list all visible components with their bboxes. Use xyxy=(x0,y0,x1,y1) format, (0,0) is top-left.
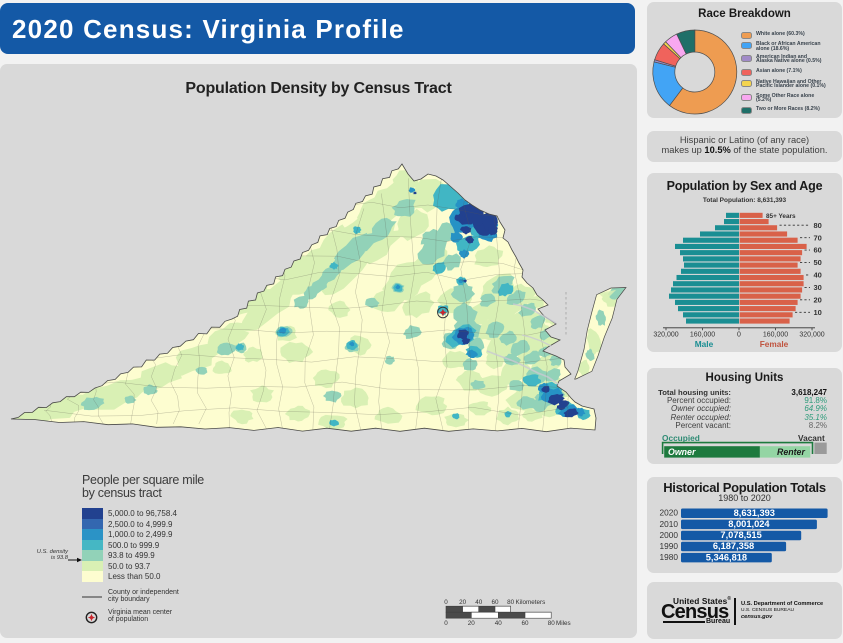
svg-text:1990: 1990 xyxy=(660,541,679,551)
svg-text:Male: Male xyxy=(695,339,714,349)
svg-text:2020: 2020 xyxy=(660,508,679,518)
svg-text:Kilometers: Kilometers xyxy=(516,599,546,606)
svg-text:85+ Years: 85+ Years xyxy=(766,213,796,220)
svg-text:50: 50 xyxy=(814,258,822,267)
svg-text:0: 0 xyxy=(444,620,448,627)
svg-text:5,346,818: 5,346,818 xyxy=(706,552,747,562)
svg-text:80: 80 xyxy=(814,221,822,230)
svg-text:Female: Female xyxy=(760,339,789,349)
svg-text:80: 80 xyxy=(507,599,515,606)
svg-text:2000: 2000 xyxy=(660,530,679,540)
svg-text:2010: 2010 xyxy=(660,519,679,529)
svg-text:160,000: 160,000 xyxy=(763,332,788,339)
svg-text:0: 0 xyxy=(737,332,741,339)
svg-text:8,631,393: 8,631,393 xyxy=(734,508,775,518)
svg-text:40: 40 xyxy=(495,620,503,627)
svg-text:Renter: Renter xyxy=(777,447,805,457)
svg-text:160,000: 160,000 xyxy=(690,332,715,339)
svg-text:80: 80 xyxy=(548,620,556,627)
svg-text:20: 20 xyxy=(814,295,822,304)
svg-text:1980: 1980 xyxy=(660,552,679,562)
svg-text:40: 40 xyxy=(475,599,483,606)
svg-text:Miles: Miles xyxy=(556,620,571,627)
svg-text:30: 30 xyxy=(814,283,822,292)
svg-text:60: 60 xyxy=(491,599,499,606)
svg-text:60: 60 xyxy=(521,620,529,627)
svg-text:70: 70 xyxy=(814,233,822,242)
svg-text:320,000: 320,000 xyxy=(653,332,678,339)
svg-text:7,078,515: 7,078,515 xyxy=(720,530,761,540)
svg-text:0: 0 xyxy=(444,599,448,606)
svg-text:20: 20 xyxy=(468,620,476,627)
svg-text:40: 40 xyxy=(814,271,822,280)
svg-text:Owner: Owner xyxy=(668,447,696,457)
svg-text:20: 20 xyxy=(459,599,467,606)
svg-text:8,001,024: 8,001,024 xyxy=(728,519,770,529)
svg-text:320,000: 320,000 xyxy=(799,332,824,339)
svg-text:6,187,358: 6,187,358 xyxy=(713,541,754,551)
svg-text:10: 10 xyxy=(814,308,822,317)
svg-text:60: 60 xyxy=(814,246,822,255)
